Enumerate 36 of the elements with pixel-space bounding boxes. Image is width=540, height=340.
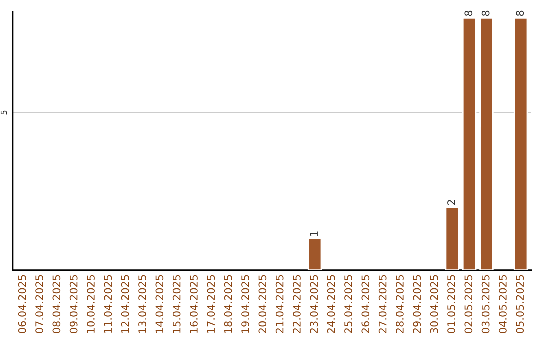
x-tick-label: 11.04.2025 bbox=[104, 275, 112, 333]
x-tick-label: 27.04.2025 bbox=[378, 275, 387, 334]
x-tick-label: 12.04.2025 bbox=[121, 275, 130, 333]
x-tick-label: 03.05.2025 bbox=[482, 275, 490, 334]
x-tick-label: 09.04.2025 bbox=[70, 275, 78, 334]
data-label: 2 bbox=[448, 200, 456, 206]
x-tick-label: 15.04.2025 bbox=[172, 275, 181, 333]
x-tick-label: 18.04.2025 bbox=[224, 275, 232, 333]
x-tick-label: 07.04.2025 bbox=[36, 275, 44, 334]
x-tick-label: 19.04.2025 bbox=[242, 275, 250, 333]
data-label: 8 bbox=[482, 10, 490, 16]
x-tick-label: 20.04.2025 bbox=[258, 275, 267, 334]
x-tick-label: 10.04.2025 bbox=[87, 275, 95, 333]
x-tick-label: 26.04.2025 bbox=[362, 275, 370, 334]
x-tick-label: 22.04.2025 bbox=[293, 275, 301, 334]
x-tick-label: 21.04.2025 bbox=[276, 275, 284, 334]
data-label: 1 bbox=[310, 232, 318, 236]
x-tick-label: 04.05.2025 bbox=[499, 275, 507, 334]
x-tick-label: 05.05.2025 bbox=[516, 275, 524, 334]
x-tick-label: 30.04.2025 bbox=[430, 275, 438, 334]
x-tick-label: 13.04.2025 bbox=[138, 275, 146, 333]
data-label: 8 bbox=[464, 10, 473, 16]
x-tick-label: 06.04.2025 bbox=[18, 275, 26, 334]
ref-line-label: 5 bbox=[0, 110, 8, 115]
x-tick-label: 23.04.2025 bbox=[310, 275, 318, 334]
x-tick-label: 29.04.2025 bbox=[413, 275, 422, 334]
data-label: 8 bbox=[516, 10, 524, 16]
x-tick-label: 14.04.2025 bbox=[156, 275, 164, 333]
x-tick-label: 02.05.2025 bbox=[464, 275, 473, 334]
x-tick-label: 25.04.2025 bbox=[344, 275, 352, 334]
x-tick-label: 17.04.2025 bbox=[207, 275, 216, 333]
x-tick-label: 16.04.2025 bbox=[190, 275, 198, 333]
x-tick-label: 01.05.2025 bbox=[448, 275, 456, 334]
x-tick-label: 08.04.2025 bbox=[52, 275, 61, 334]
x-tick-label: 24.04.2025 bbox=[327, 275, 336, 334]
x-tick-label: 28.04.2025 bbox=[396, 275, 404, 334]
